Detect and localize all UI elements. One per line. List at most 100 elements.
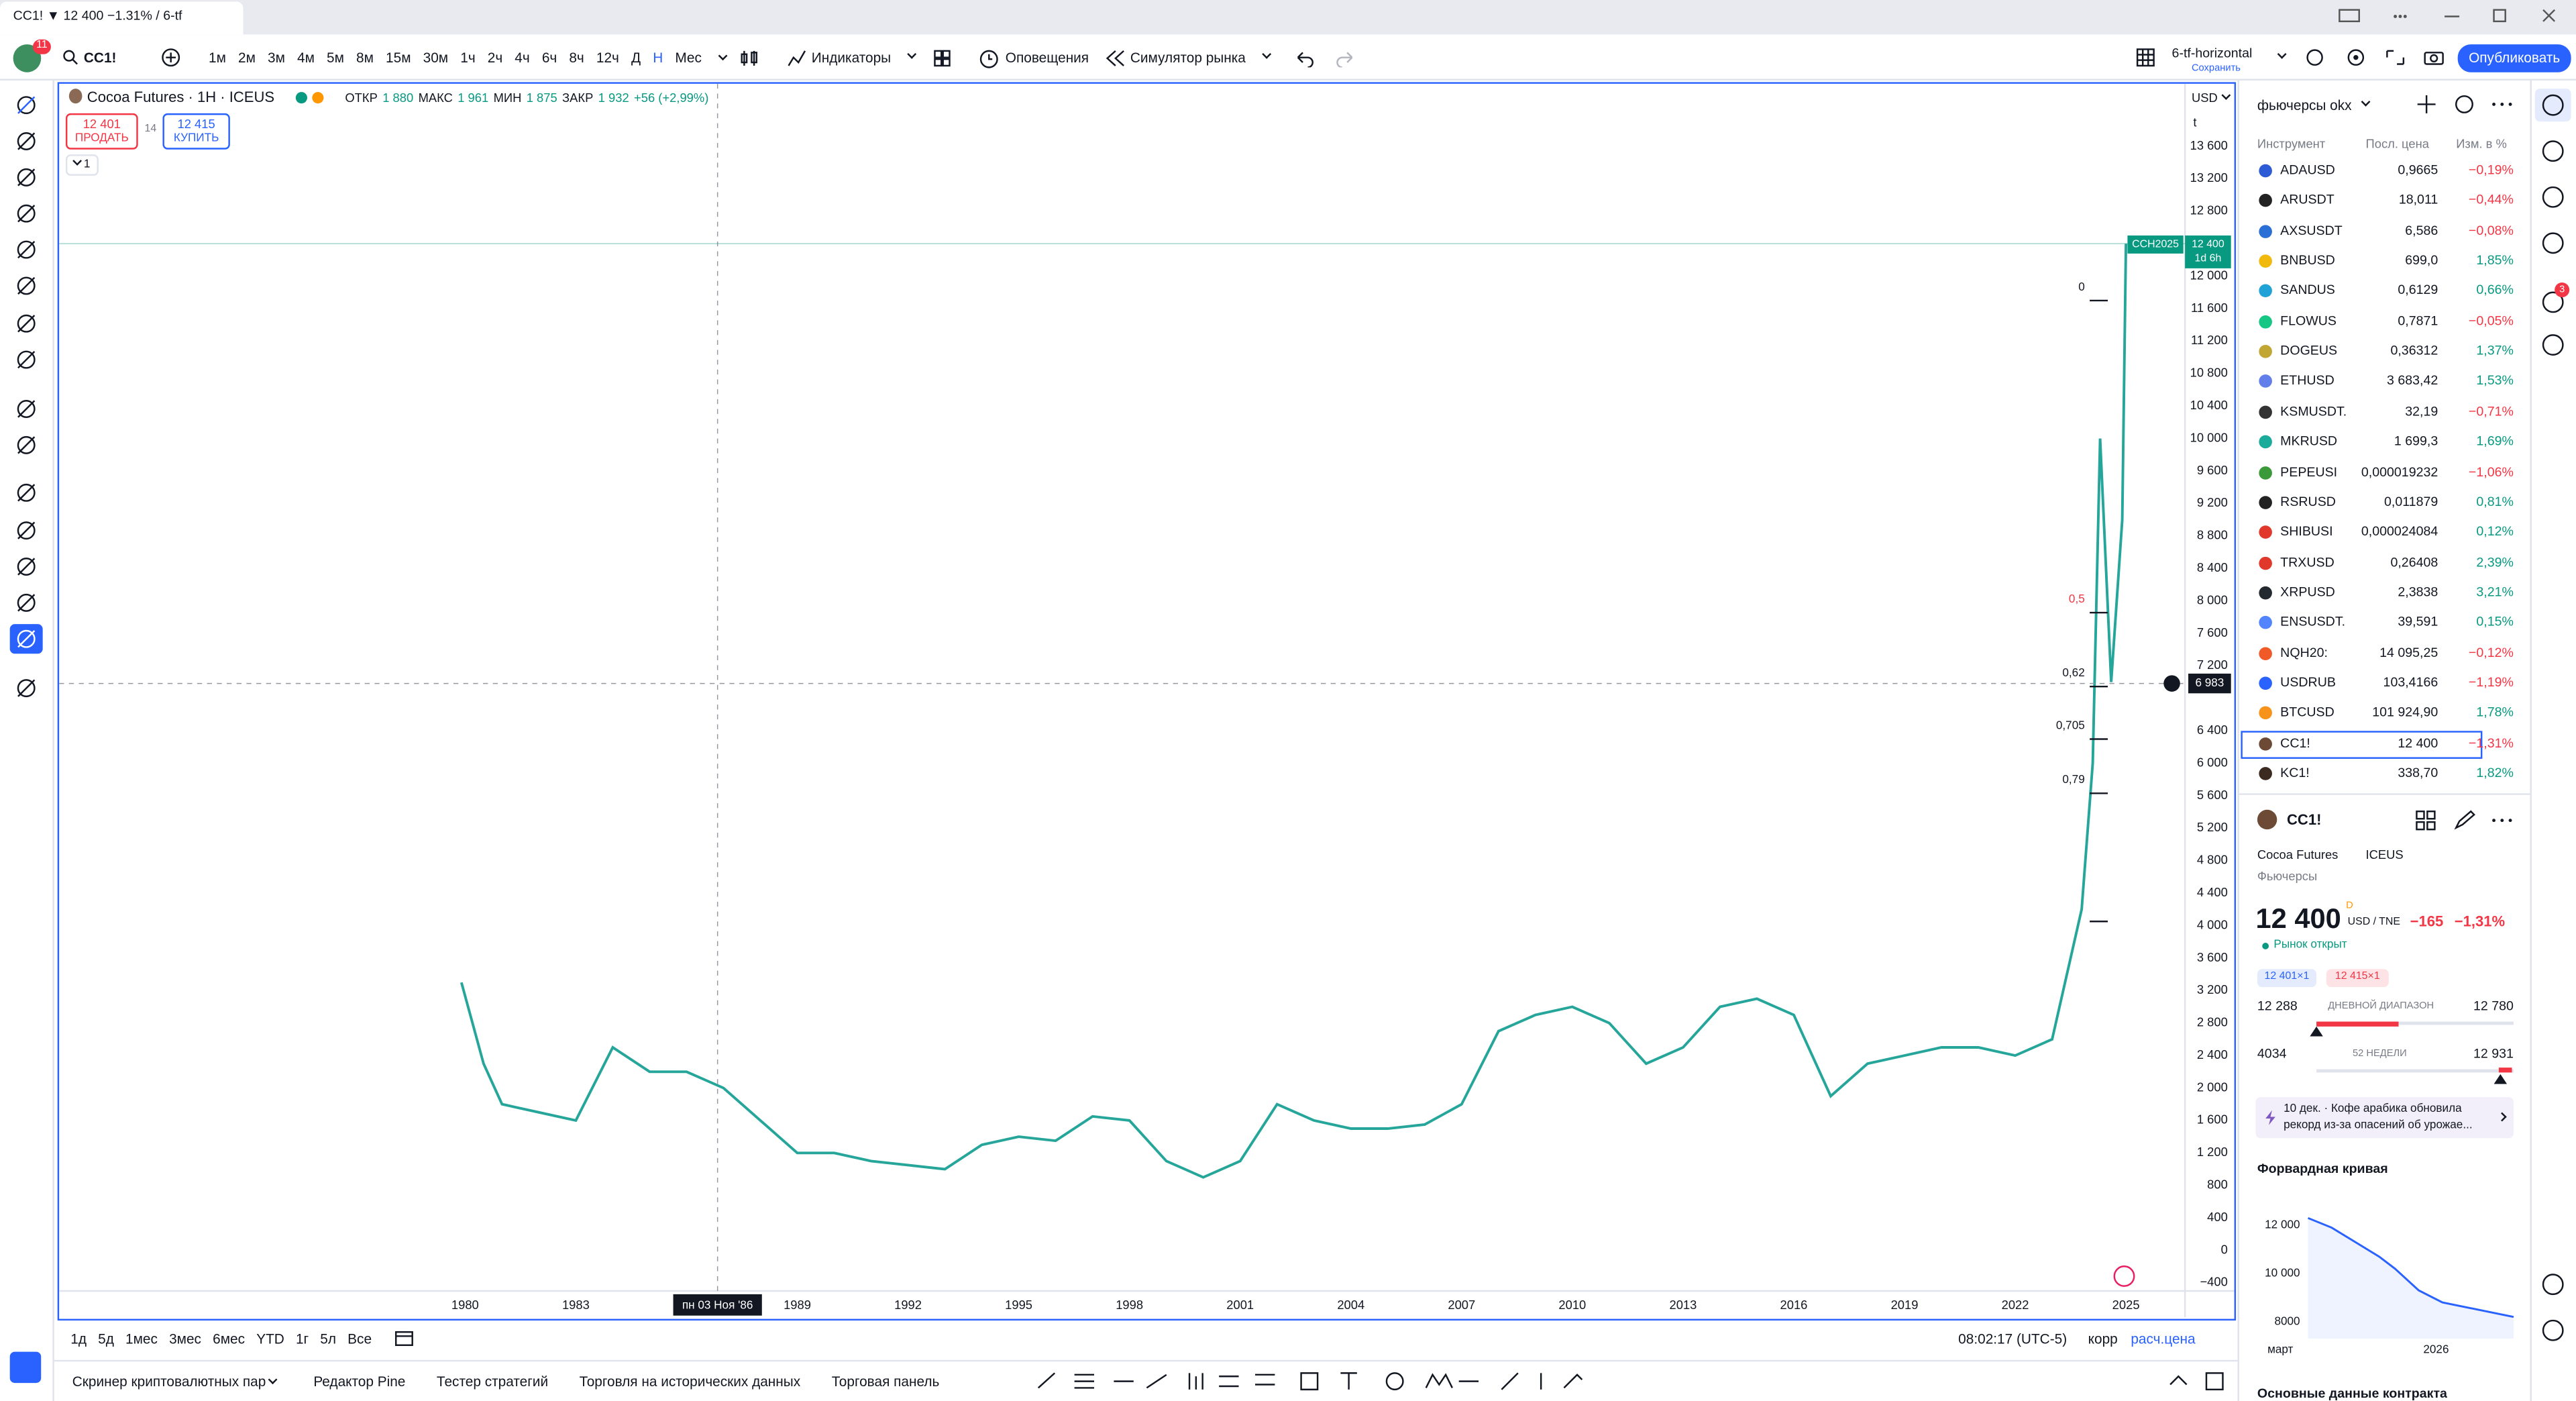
row-symbol[interactable]: ETHUSD xyxy=(2280,375,2334,388)
layout-icon[interactable] xyxy=(2136,48,2155,67)
drawing-tools[interactable] xyxy=(0,81,52,1401)
toolbar-icons[interactable] xyxy=(2305,48,2453,67)
row-symbol[interactable]: BNBUSD xyxy=(2280,254,2335,268)
browser-tab[interactable] xyxy=(0,1,244,35)
detail-name[interactable]: Cocoa Futures xyxy=(2257,847,2339,863)
column-header[interactable]: Инструмент xyxy=(2257,136,2326,152)
bottom-tab[interactable]: Скринер криптовалютных пар xyxy=(72,1373,266,1390)
adjustment[interactable]: корр xyxy=(2088,1330,2118,1347)
row-symbol[interactable]: ARUSDT xyxy=(2280,194,2334,208)
forward-area xyxy=(2308,1218,2514,1339)
buy-button[interactable] xyxy=(162,113,230,150)
y-tick-label: 2 000 xyxy=(2197,1080,2228,1094)
row-symbol[interactable]: KC1! xyxy=(2280,767,2310,780)
compare-icon[interactable] xyxy=(161,48,180,67)
interval-button[interactable]: 4м xyxy=(297,49,315,66)
range-button[interactable]: Все xyxy=(347,1330,372,1347)
interval-button[interactable]: Мес xyxy=(675,49,702,66)
interval-button[interactable]: 12ч xyxy=(596,49,619,66)
bottom-tab[interactable]: Торговая панель xyxy=(831,1373,940,1390)
news-card[interactable] xyxy=(2255,1097,2514,1139)
interval-button[interactable]: 6ч xyxy=(541,49,557,66)
row-symbol[interactable]: DOGEUS xyxy=(2280,345,2338,358)
range-button[interactable]: 1г xyxy=(295,1330,309,1347)
goto-date[interactable] xyxy=(394,1329,414,1347)
range-button[interactable]: 6мес xyxy=(213,1330,246,1347)
range-button[interactable]: 5д xyxy=(98,1330,114,1347)
interval-button[interactable]: Д xyxy=(631,49,641,66)
interval-button[interactable]: 15м xyxy=(386,49,411,66)
column-header[interactable]: Изм. в % xyxy=(2456,136,2507,152)
watchlist-tab[interactable] xyxy=(2534,89,2571,122)
interval-button[interactable]: 1ч xyxy=(460,49,476,66)
interval-button[interactable]: 2ч xyxy=(487,49,503,66)
row-symbol[interactable]: BTCUSD xyxy=(2280,707,2334,720)
drawing-shortcuts[interactable] xyxy=(1006,1368,1597,1394)
row-symbol[interactable]: TRXUSD xyxy=(2280,556,2334,570)
row-symbol[interactable]: SANDUS xyxy=(2280,284,2335,299)
x-tick-label: 2001 xyxy=(1226,1298,1254,1312)
row-symbol[interactable]: RSRUSD xyxy=(2280,495,2336,509)
row-symbol[interactable]: MKRUSD xyxy=(2280,435,2338,449)
watchlist-actions[interactable] xyxy=(2415,94,2520,115)
currency[interactable]: USD xyxy=(2191,90,2218,105)
ask-box[interactable] xyxy=(2326,969,2389,988)
row-symbol[interactable]: PEPEUSI xyxy=(2280,465,2338,479)
sidebar-icons[interactable] xyxy=(2532,81,2576,1401)
column-header[interactable]: Посл. цена xyxy=(2365,136,2429,152)
bottom-tab[interactable]: Тестер стратегий xyxy=(436,1373,549,1390)
interval-button[interactable]: 30м xyxy=(423,49,449,66)
layout-name[interactable]: 6-tf-horizontal xyxy=(2171,46,2253,61)
tab-menu[interactable] xyxy=(268,1375,278,1385)
row-symbol[interactable]: KSMUSDT.F xyxy=(2280,405,2346,419)
row-symbol[interactable]: AXSUSDT xyxy=(2280,224,2343,238)
row-symbol[interactable]: ADAUSD xyxy=(2280,164,2335,178)
row-symbol[interactable]: NQH20: xyxy=(2280,646,2328,660)
interval-button[interactable]: 4ч xyxy=(515,49,530,66)
publish-button[interactable] xyxy=(2457,44,2571,72)
range-button[interactable]: 1д xyxy=(70,1330,87,1347)
range-button[interactable]: 3мес xyxy=(169,1330,202,1347)
templates-icon[interactable] xyxy=(933,49,951,67)
indicators-button[interactable]: Индикаторы xyxy=(811,49,892,66)
alerts-button[interactable]: Оповещения xyxy=(1005,49,1089,66)
row-symbol[interactable]: USDRUB xyxy=(2280,676,2336,690)
symbol-search[interactable]: CC1! xyxy=(83,49,117,66)
chart-type-icon[interactable] xyxy=(739,49,759,67)
interval-button[interactable]: 5м xyxy=(327,49,344,66)
y-tick-label: 8 800 xyxy=(2197,528,2228,542)
interval-button[interactable]: 1м xyxy=(209,49,226,66)
range-button[interactable]: 1мес xyxy=(125,1330,158,1347)
interval-button[interactable]: 8м xyxy=(356,49,374,66)
interval-button[interactable]: 2м xyxy=(238,49,256,66)
undo-redo[interactable] xyxy=(1293,49,1358,68)
bottom-tab[interactable]: Редактор Pine xyxy=(313,1373,406,1390)
replay-button[interactable]: Симулятор рынка xyxy=(1130,49,1246,66)
day-high: 12 780 xyxy=(2473,998,2514,1014)
row-symbol[interactable]: ENSUSDT.F xyxy=(2280,616,2346,630)
range-button[interactable]: 5л xyxy=(320,1330,337,1347)
indicators-toggle[interactable] xyxy=(65,154,99,176)
bid-box[interactable] xyxy=(2257,969,2317,988)
symbol-tag xyxy=(2127,235,2184,254)
detail-actions[interactable] xyxy=(2415,810,2520,831)
watchlist-title[interactable]: фьючерсы okx xyxy=(2257,97,2352,113)
settlement[interactable]: расч.цена xyxy=(2131,1330,2196,1347)
panel-controls[interactable] xyxy=(2165,1369,2231,1392)
row-symbol[interactable]: CC1! xyxy=(2280,737,2310,750)
row-icon xyxy=(2259,435,2272,449)
row-last: 12 400 xyxy=(2398,737,2438,750)
bottom-tab[interactable]: Торговля на исторических данных xyxy=(579,1373,801,1390)
interval-button[interactable]: Н xyxy=(653,49,663,66)
interval-button[interactable]: 3м xyxy=(268,49,285,66)
interval-menu[interactable] xyxy=(718,51,729,61)
interval-button[interactable]: 8ч xyxy=(569,49,584,66)
range-button[interactable]: YTD xyxy=(256,1330,284,1347)
sell-button[interactable] xyxy=(65,113,138,150)
row-symbol[interactable]: XRPUSD xyxy=(2280,586,2335,600)
legend-value: 1 875 xyxy=(526,90,557,105)
window-controls[interactable] xyxy=(2333,7,2563,28)
favorites[interactable] xyxy=(9,1351,42,1384)
row-symbol[interactable]: FLOWUS xyxy=(2280,315,2337,328)
row-symbol[interactable]: SHIBUSI xyxy=(2280,525,2333,539)
